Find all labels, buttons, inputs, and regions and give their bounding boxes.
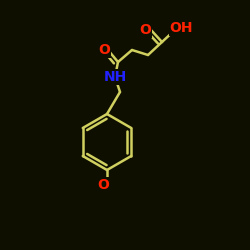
Text: O: O (98, 43, 110, 57)
Text: NH: NH (104, 70, 127, 84)
Text: OH: OH (169, 21, 193, 35)
Text: O: O (97, 178, 109, 192)
Text: O: O (139, 23, 151, 37)
